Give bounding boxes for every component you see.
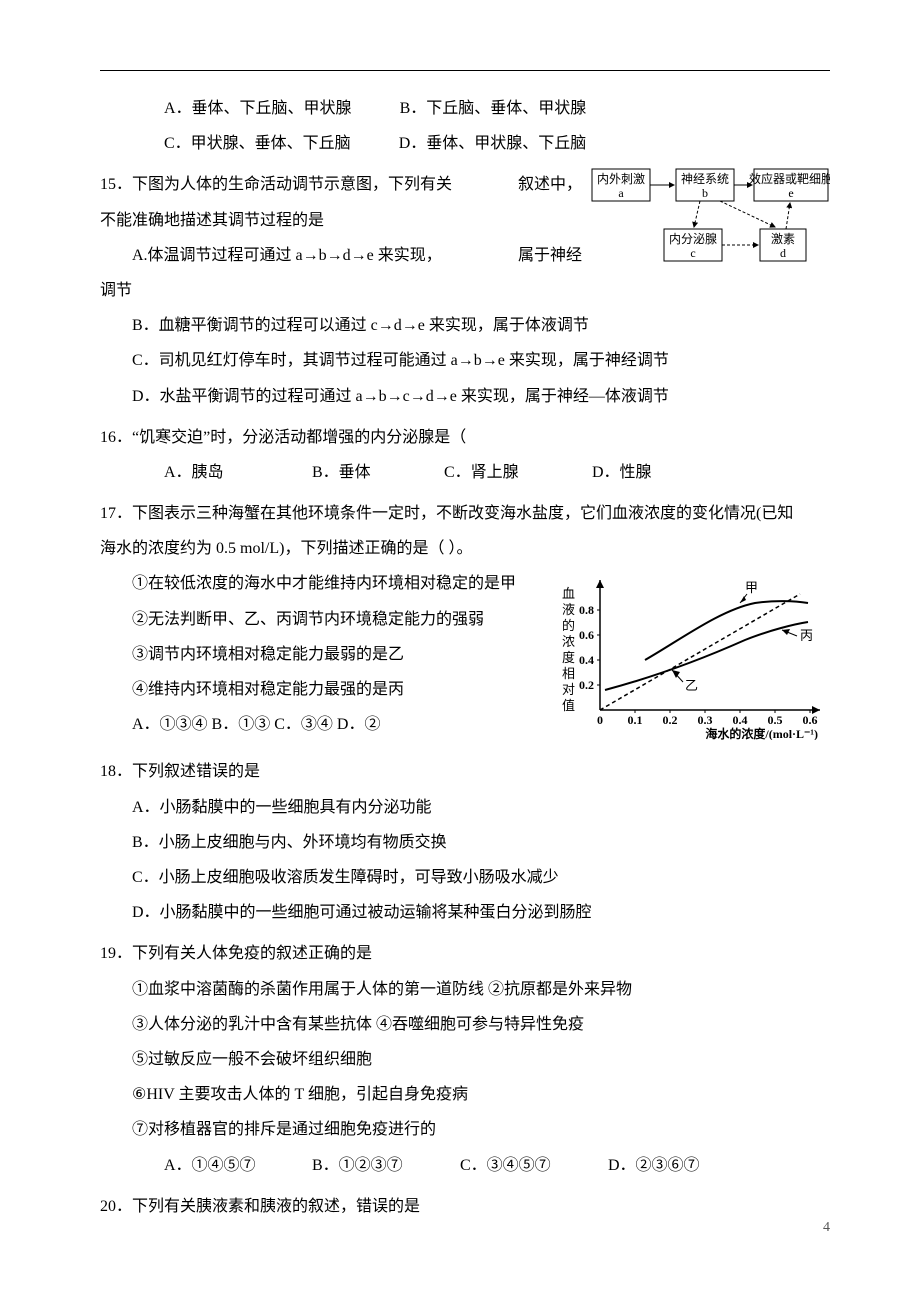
ylab3: 的 <box>562 618 575 633</box>
lbl-yi: 乙 <box>685 678 698 693</box>
q15-optC: C．司机见红灯停车时，其调节过程可能通过 a→b→e 来实现，属于神经调节 <box>100 343 830 378</box>
q19-s4: ⑥HIV 主要攻击人体的 T 细胞，引起自身免疫病 <box>100 1077 830 1112</box>
ylab7: 对 <box>562 682 575 697</box>
box-d-l1: 激素 <box>771 232 795 246</box>
q15-num: 15． <box>100 176 132 193</box>
q15-stem-p1: 下图为人体的生命活动调节示意图，下列有关 <box>132 176 452 193</box>
svg-text:0.1: 0.1 <box>628 713 643 727</box>
svg-text:0.2: 0.2 <box>663 713 678 727</box>
q16-B: B．垂体 <box>280 455 408 490</box>
svg-text:0: 0 <box>597 713 603 727</box>
xlabel: 海水的浓度/(mol·L⁻¹) <box>705 726 818 740</box>
q17-num: 17． <box>100 505 132 522</box>
page-number: 4 <box>823 1213 830 1244</box>
box-a-l2: a <box>618 186 624 200</box>
q17-chart: 血 液 的 浓 度 相 对 值 0.2 0.4 0.6 <box>550 570 830 740</box>
box-c-l2: c <box>690 246 695 260</box>
svg-text:0.2: 0.2 <box>579 678 594 692</box>
ylab5: 度 <box>562 650 575 665</box>
q19-D: D．②③⑥⑦ <box>576 1148 736 1183</box>
q20: 20．下列有关胰液素和胰液的叙述，错误的是 <box>100 1189 830 1224</box>
lbl-jia: 甲 <box>745 580 758 595</box>
q17: 17．下图表示三种海蟹在其他环境条件一定时，不断改变海水盐度，它们血液浓度的变化… <box>100 496 830 748</box>
q19-s5: ⑦对移植器官的排斥是通过细胞免疫进行的 <box>100 1112 830 1147</box>
box-e-l1: 效应器或靶细胞 <box>749 171 830 186</box>
page: A．垂体、下丘脑、甲状腺 B．下丘脑、垂体、甲状腺 C．甲状腺、垂体、下丘脑 D… <box>0 0 920 1264</box>
q15: 内外刺激 a 神经系统 b 效应器或靶细胞 e 内分泌腺 c 激素 d <box>100 167 830 413</box>
q15-diagram: 内外刺激 a 神经系统 b 效应器或靶细胞 e 内分泌腺 c 激素 d <box>590 167 830 267</box>
q18-num: 18． <box>100 763 132 780</box>
q16-D: D．性腺 <box>560 455 720 490</box>
q19-s3: ⑤过敏反应一般不会破坏组织细胞 <box>100 1042 830 1077</box>
q15-optD: D．水盐平衡调节的过程可通过 a→b→c→d→e 来实现，属于神经—体液调节 <box>100 379 830 414</box>
q14-row2: C．甲状腺、垂体、下丘脑 D．垂体、甲状腺、下丘脑 <box>100 126 830 161</box>
ylab2: 液 <box>562 602 575 617</box>
q15-optA-cont: 调节 <box>100 273 830 308</box>
svg-text:0.5: 0.5 <box>768 713 783 727</box>
lbl-bing: 丙 <box>800 628 813 643</box>
q17-stem1: 下图表示三种海蟹在其他环境条件一定时，不断改变海水盐度，它们血液浓度的变化情况(… <box>132 505 793 522</box>
q16-C: C．肾上腺 <box>412 455 556 490</box>
q19-num: 19． <box>100 945 132 962</box>
q18-B: B．小肠上皮细胞与内、外环境均有物质交换 <box>100 825 830 860</box>
q19-s1: ①血浆中溶菌酶的杀菌作用属于人体的第一道防线 ②抗原都是外来异物 <box>100 972 830 1007</box>
q19-B: B．①②③⑦ <box>280 1148 424 1183</box>
svg-text:0.4: 0.4 <box>579 653 594 667</box>
q14-optB: B．下丘脑、垂体、甲状腺 <box>368 91 587 126</box>
q14-row1: A．垂体、下丘脑、甲状腺 B．下丘脑、垂体、甲状腺 <box>100 91 830 126</box>
q15-stem-right: 叙述中， <box>518 167 582 202</box>
q14-optC: C．甲状腺、垂体、下丘脑 <box>132 126 351 161</box>
q19-A: A．①④⑤⑦ <box>132 1148 276 1183</box>
q18-C: C．小肠上皮细胞吸收溶质发生障碍时，可导致小肠吸水减少 <box>100 860 830 895</box>
q16: 16．“饥寒交迫”时，分泌活动都增强的内分泌腺是（ A．胰岛 B．垂体 C．肾上… <box>100 420 830 490</box>
ylab6: 相 <box>562 666 575 681</box>
q16-opts: A．胰岛 B．垂体 C．肾上腺 D．性腺 <box>100 455 830 490</box>
q18-A: A．小肠黏膜中的一些细胞具有内分泌功能 <box>100 790 830 825</box>
box-c-l1: 内分泌腺 <box>669 232 717 246</box>
q20-stem: 下列有关胰液素和胰液的叙述，错误的是 <box>132 1198 420 1215</box>
svg-text:0.6: 0.6 <box>579 628 594 642</box>
box-e-l2: e <box>788 186 793 200</box>
q19-stem: 下列有关人体免疫的叙述正确的是 <box>132 945 372 962</box>
q16-A: A．胰岛 <box>132 455 276 490</box>
box-b-l1: 神经系统 <box>681 172 729 186</box>
box-a-l1: 内外刺激 <box>597 172 645 186</box>
svg-text:0.4: 0.4 <box>733 713 748 727</box>
q14-optA: A．垂体、下丘脑、甲状腺 <box>132 91 352 126</box>
q15-optA-right: 属于神经 <box>486 238 582 273</box>
q14-options: A．垂体、下丘脑、甲状腺 B．下丘脑、垂体、甲状腺 C．甲状腺、垂体、下丘脑 D… <box>100 91 830 161</box>
q20-num: 20． <box>100 1198 132 1215</box>
top-rule <box>100 70 830 71</box>
q15-optA-text: A.体温调节过程可通过 a→b→d→e 来实现， <box>132 247 442 264</box>
q18: 18．下列叙述错误的是 A．小肠黏膜中的一些细胞具有内分泌功能 B．小肠上皮细胞… <box>100 754 830 930</box>
q16-num: 16． <box>100 429 132 446</box>
q14-optD: D．垂体、甲状腺、下丘脑 <box>367 126 587 161</box>
svg-text:0.6: 0.6 <box>803 713 818 727</box>
q18-stem: 下列叙述错误的是 <box>132 763 260 780</box>
svg-text:0.8: 0.8 <box>579 603 594 617</box>
box-d-l2: d <box>780 246 786 260</box>
q18-D: D．小肠黏膜中的一些细胞可通过被动运输将某种蛋白分泌到肠腔 <box>100 895 830 930</box>
q16-stem: “饥寒交迫”时，分泌活动都增强的内分泌腺是（ <box>132 429 466 446</box>
ylab4: 浓 <box>562 634 575 649</box>
svg-text:0.3: 0.3 <box>698 713 713 727</box>
q17-stem2: 海水的浓度约为 0.5 mol/L)，下列描述正确的是（ ）。 <box>100 531 830 566</box>
ylab8: 值 <box>562 698 575 713</box>
q19-opts: A．①④⑤⑦ B．①②③⑦ C．③④⑤⑦ D．②③⑥⑦ <box>100 1148 830 1183</box>
ylab1: 血 <box>562 586 575 601</box>
q19: 19．下列有关人体免疫的叙述正确的是 ①血浆中溶菌酶的杀菌作用属于人体的第一道防… <box>100 936 830 1182</box>
q19-s2: ③人体分泌的乳汁中含有某些抗体 ④吞噬细胞可参与特异性免疫 <box>100 1007 830 1042</box>
box-b-l2: b <box>702 186 708 200</box>
q15-optB: B．血糖平衡调节的过程可以通过 c→d→e 来实现，属于体液调节 <box>100 308 830 343</box>
q19-C: C．③④⑤⑦ <box>428 1148 572 1183</box>
